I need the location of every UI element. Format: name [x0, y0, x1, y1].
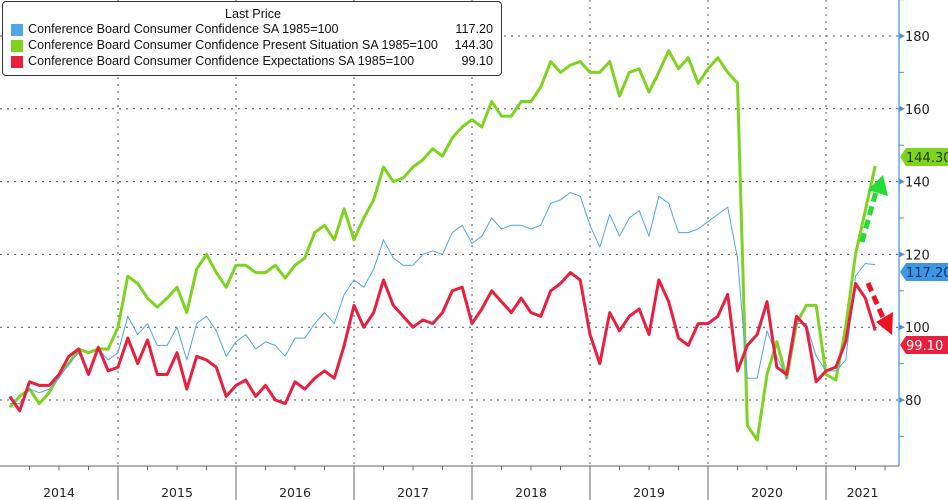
x-tick-label: 2016	[279, 485, 311, 500]
y-tick	[899, 33, 905, 39]
legend-label: Conference Board Consumer Confidence Exp…	[28, 54, 415, 68]
legend-label: Conference Board Consumer Confidence SA …	[28, 22, 339, 36]
up-arrow-head	[868, 175, 888, 196]
legend-swatch-red	[11, 56, 23, 68]
last-value-tags: 144.30 117.20 99.10	[900, 148, 948, 354]
y-tick	[899, 105, 905, 112]
legend-value: 99.10	[461, 54, 493, 68]
headline-confidence-line	[9, 192, 876, 405]
legend-label: Conference Board Consumer Confidence Pre…	[28, 38, 438, 52]
legend-item: Conference Board Consumer Confidence SA …	[11, 22, 497, 38]
legend: Last Price Conference Board Consumer Con…	[2, 1, 502, 76]
y-tick-label: 140	[905, 176, 930, 191]
y-tick-label: 180	[905, 30, 930, 45]
legend-value: 117.20	[455, 22, 493, 36]
y-tick-label: 160	[905, 103, 930, 118]
up-arrow-shaft	[859, 187, 880, 243]
down-arrow-head	[876, 312, 893, 335]
y-tick	[899, 178, 905, 185]
expectations-line	[8, 271, 877, 413]
x-tick-label: 2021	[847, 485, 879, 500]
last-value-label: 144.30	[906, 151, 948, 166]
last-value-label: 99.10	[906, 339, 943, 354]
y-tick	[899, 397, 905, 403]
series-lines	[8, 49, 877, 442]
legend-item: Conference Board Consumer Confidence Pre…	[11, 38, 497, 54]
legend-swatch-blue	[11, 24, 23, 36]
last-value-tag	[900, 336, 948, 354]
x-tick-label: 2015	[161, 485, 193, 500]
y-tick-label: 100	[905, 321, 930, 336]
last-value-label: 117.20	[906, 266, 948, 281]
x-tick-label: 2014	[43, 485, 75, 500]
present-situation-line	[8, 49, 877, 442]
grid-lines	[0, 0, 899, 466]
last-value-tag	[900, 148, 948, 166]
legend-item: Conference Board Consumer Confidence Exp…	[11, 54, 497, 70]
last-value-tag	[900, 263, 948, 281]
x-tick-label: 2018	[515, 485, 547, 500]
x-tick-label: 2020	[751, 485, 783, 500]
y-tick-label: 120	[905, 248, 930, 263]
legend-value: 144.30	[454, 38, 493, 52]
legend-swatch-green	[11, 40, 23, 52]
y-tick	[899, 324, 905, 331]
y-tick-label: 80	[905, 394, 922, 409]
annotations	[859, 175, 893, 335]
legend-header: Last Price	[225, 7, 281, 21]
y-tick	[899, 251, 905, 258]
x-tick-label: 2017	[397, 485, 429, 500]
x-tick-label: 2019	[633, 485, 665, 500]
down-arrow-shaft	[865, 282, 887, 321]
